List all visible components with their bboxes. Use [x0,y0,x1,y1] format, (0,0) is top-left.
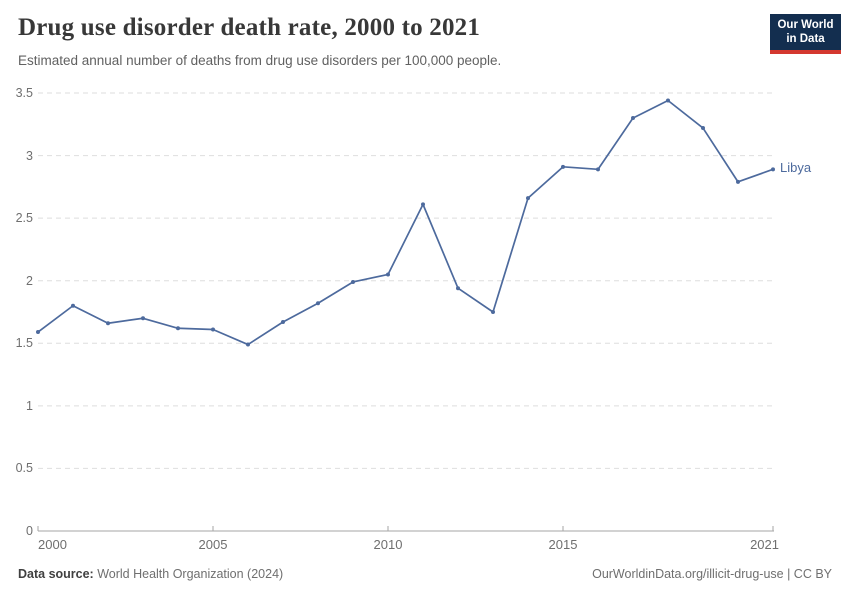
owid-logo[interactable]: Our World in Data [770,14,841,54]
page-title: Drug use disorder death rate, 2000 to 20… [18,14,481,41]
y-axis-label-0: 0 [26,524,33,538]
y-axis-label-2: 2 [26,273,33,288]
y-axis-label-2.5: 2.5 [15,211,33,226]
data-source-text: World Health Organization (2024) [93,567,284,581]
line-libya[interactable] [37,99,774,346]
data-point-2013[interactable] [491,310,495,314]
data-point-2005[interactable] [211,327,215,332]
x-axis-label-2015: 2015 [548,537,578,552]
data-point-2012[interactable] [456,286,460,291]
data-point-2004[interactable] [176,326,180,331]
x-axis-label-2005: 2005 [198,537,228,552]
data-source-label: Data source: [18,567,94,581]
data-point-2009[interactable] [351,279,355,284]
y-axis-label-1.5: 1.5 [15,336,33,351]
footer: Data source: World Health Organization (… [18,567,832,581]
data-point-2017[interactable] [631,116,635,121]
data-point-2007[interactable] [281,320,285,325]
x-axis-label-2010: 2010 [373,537,403,552]
chart-subtitle: Estimated annual number of deaths from d… [18,53,502,68]
data-point-2011[interactable] [421,202,425,207]
data-point-2006[interactable] [246,342,250,347]
entity-label-libya[interactable]: Libya [780,160,812,176]
data-point-2015[interactable] [561,164,565,169]
y-axis-label-0.5: 0.5 [15,461,33,476]
y-axis-label-3: 3 [26,148,33,163]
credit-link[interactable]: OurWorldinData.org/illicit-drug-use | CC… [592,567,832,581]
data-point-2018[interactable] [666,98,670,103]
data-point-2019[interactable] [701,126,705,131]
x-axis-label-2021: 2021 [750,537,779,552]
y-axis-label-1: 1 [26,398,33,413]
data-point-2020[interactable] [736,179,740,184]
data-point-2002[interactable] [106,321,110,326]
data-point-2021[interactable] [771,167,775,172]
data-source-note: Data source: World Health Organization (… [18,567,283,581]
data-point-2008[interactable] [316,301,320,306]
data-point-2003[interactable] [141,316,145,321]
y-axis-label-3.5: 3.5 [15,86,33,100]
owid-logo-line2: in Data [786,32,825,45]
owid-logo-line1: Our World [777,19,834,31]
data-point-2001[interactable] [71,303,75,308]
data-point-2014[interactable] [526,196,530,201]
x-axis: 2000 2005 2010 2015 2021 [0,537,850,557]
data-point-2016[interactable] [596,167,600,172]
data-point-2010[interactable] [386,272,390,277]
data-point-2000[interactable] [36,330,40,335]
x-axis-label-2000: 2000 [38,537,67,552]
y-axis: 0 0.5 1 1.5 2 2.5 3 3.5 [0,0,33,600]
